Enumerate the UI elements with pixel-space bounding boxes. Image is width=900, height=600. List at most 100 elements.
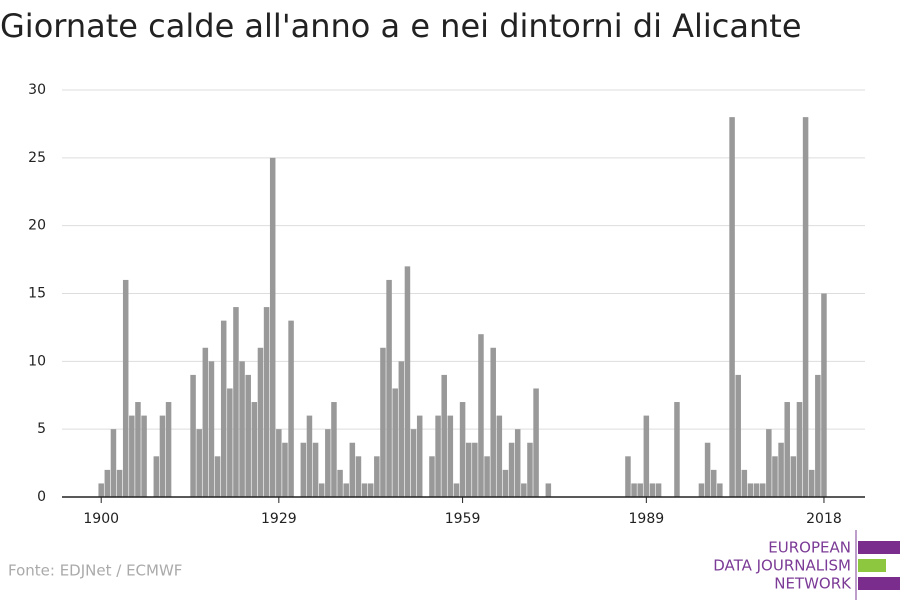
- bar: [710, 469, 717, 497]
- x-tick-label: 1989: [629, 511, 665, 527]
- bar: [502, 469, 509, 497]
- y-tick-label: 0: [37, 489, 46, 505]
- bar: [288, 320, 294, 497]
- bar: [410, 429, 417, 497]
- bar: [717, 483, 723, 497]
- bar: [392, 388, 398, 497]
- bar: [220, 320, 227, 497]
- bar: [729, 117, 735, 497]
- bar: [643, 415, 650, 497]
- bar: [441, 374, 447, 497]
- bar: [380, 347, 386, 497]
- bar: [355, 456, 362, 497]
- bar: [821, 293, 827, 497]
- bar: [214, 456, 221, 497]
- bar: [116, 469, 123, 497]
- bar: [135, 402, 141, 497]
- bar: [704, 442, 711, 497]
- bar: [349, 442, 356, 497]
- logo-text: DATA JOURNALISM: [713, 557, 851, 575]
- bar: [784, 402, 790, 497]
- bar: [545, 483, 552, 497]
- bar: [625, 456, 631, 497]
- x-tick-label: 1929: [261, 511, 297, 527]
- bar: [453, 483, 460, 497]
- bar: [747, 483, 754, 497]
- bar: [808, 469, 815, 497]
- bar: [447, 415, 454, 497]
- bar: [331, 402, 337, 497]
- bar: [649, 483, 656, 497]
- bar: [533, 388, 539, 497]
- bar: [312, 442, 319, 497]
- bar: [159, 415, 166, 497]
- bar: [772, 456, 778, 497]
- bar: [404, 266, 411, 497]
- bar: [300, 442, 307, 497]
- bar: [110, 429, 117, 497]
- bar: [165, 402, 172, 497]
- y-tick-label: 5: [37, 421, 46, 437]
- bar: [484, 456, 490, 497]
- y-tick-label: 25: [28, 150, 46, 166]
- bar: [759, 483, 766, 497]
- bar: [129, 415, 135, 497]
- bar: [367, 483, 374, 497]
- bar: [527, 442, 533, 497]
- bar: [802, 117, 809, 497]
- source: Fonte: EDJNet / ECMWF: [8, 562, 182, 580]
- bar: [282, 442, 288, 497]
- logo-bar: [858, 577, 900, 590]
- bar: [263, 307, 270, 497]
- bar: [233, 307, 239, 497]
- bar: [465, 442, 472, 497]
- bar: [374, 456, 380, 497]
- bar: [796, 402, 803, 497]
- bar: [318, 483, 325, 497]
- bar: [753, 483, 760, 497]
- bar: [496, 415, 503, 497]
- logo-text: NETWORK: [774, 575, 852, 593]
- x-tick-label: 1959: [445, 511, 481, 527]
- bar: [514, 429, 521, 497]
- bar: [637, 483, 643, 497]
- y-tick-label: 15: [28, 286, 46, 302]
- bar: [269, 157, 276, 498]
- bar: [196, 429, 202, 497]
- bar: [735, 374, 741, 497]
- bar: [766, 429, 772, 497]
- logo-bar: [858, 541, 900, 554]
- bar: [208, 361, 215, 497]
- bar: [98, 483, 104, 497]
- bar: [337, 469, 343, 497]
- bar: [141, 415, 147, 497]
- bar: [631, 483, 637, 497]
- x-tick-label: 1900: [83, 511, 119, 527]
- bar: [202, 347, 209, 497]
- bar: [655, 483, 662, 497]
- bar: [472, 442, 478, 497]
- bar: [790, 456, 797, 497]
- bar: [239, 361, 245, 497]
- bar: [361, 483, 368, 497]
- bar: [674, 402, 680, 497]
- bar: [386, 279, 392, 497]
- bar: [741, 469, 748, 497]
- bar: [778, 442, 784, 497]
- bar: [429, 456, 435, 497]
- chart-title: Giornate calde all'anno a e nei dintorni…: [0, 7, 802, 45]
- y-tick-label: 10: [28, 353, 46, 369]
- bar: [416, 415, 423, 497]
- bar: [815, 374, 821, 497]
- bar: [251, 402, 258, 497]
- bar: [325, 429, 331, 497]
- logo: EUROPEAN DATA JOURNALISM NETWORK: [713, 530, 900, 600]
- bar: [398, 361, 405, 497]
- x-tick-label: 2018: [806, 511, 842, 527]
- bar: [698, 483, 705, 497]
- bar: [245, 374, 251, 497]
- bar: [190, 374, 196, 497]
- bar: [508, 442, 515, 497]
- bar: [227, 388, 233, 497]
